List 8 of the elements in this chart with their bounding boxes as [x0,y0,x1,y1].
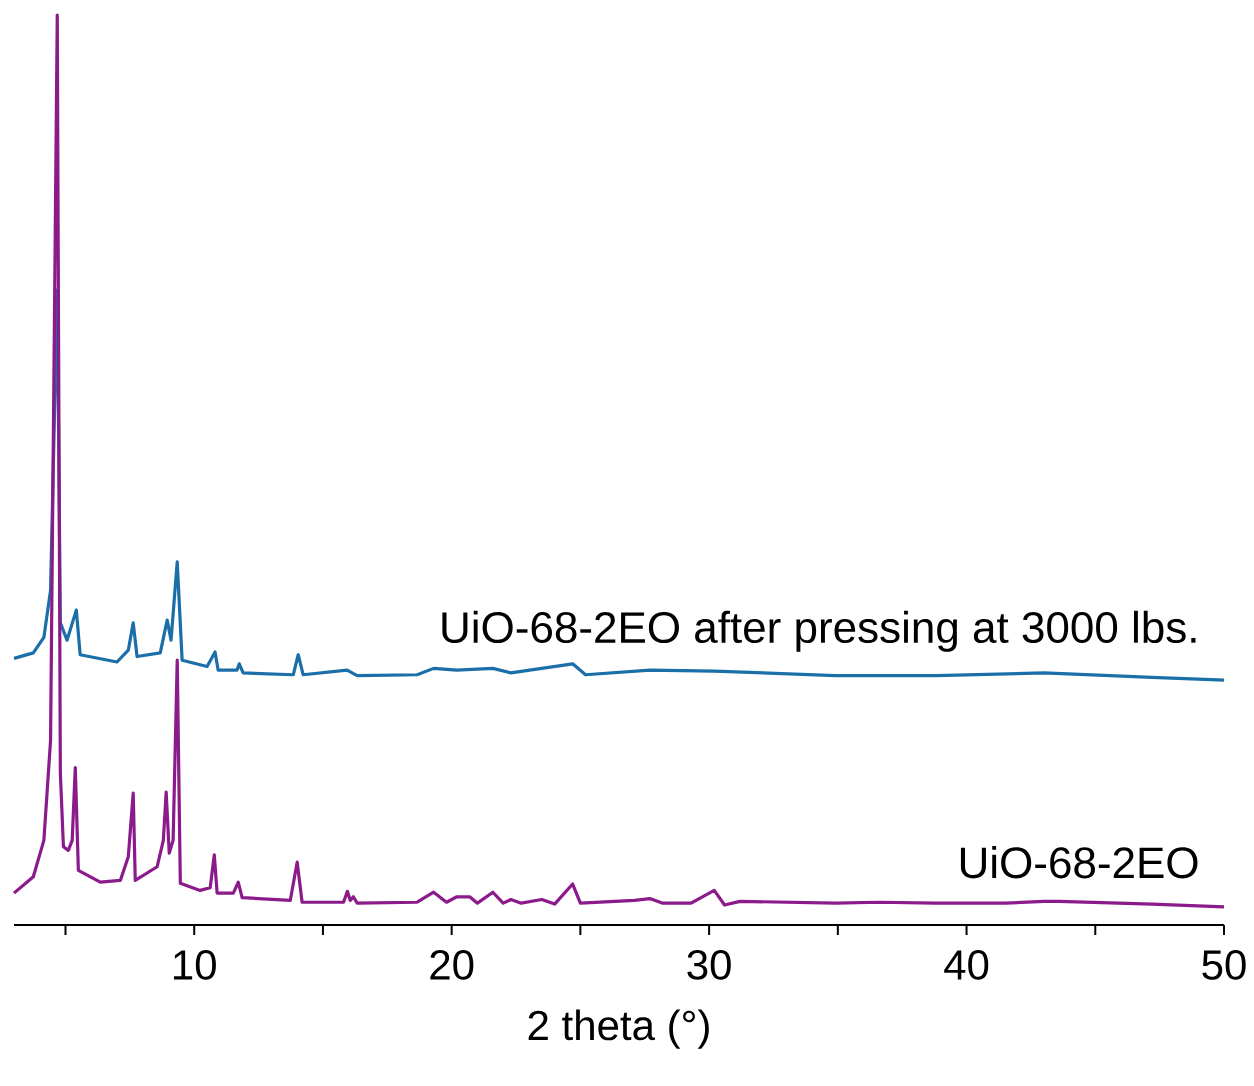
x-axis-title: 2 theta (°) [528,1009,709,1049]
x-tick-label: 30 [687,950,731,980]
series-label: UiO-68-2EO [960,846,1198,879]
x-tick-label: 20 [430,950,474,980]
series-label: UiO-68-2EO after pressing at 3000 lbs. [442,610,1196,652]
x-tick-label: 40 [944,950,989,980]
x-tick-label: 10 [174,950,216,980]
x-tick-label: 50 [1202,950,1246,980]
